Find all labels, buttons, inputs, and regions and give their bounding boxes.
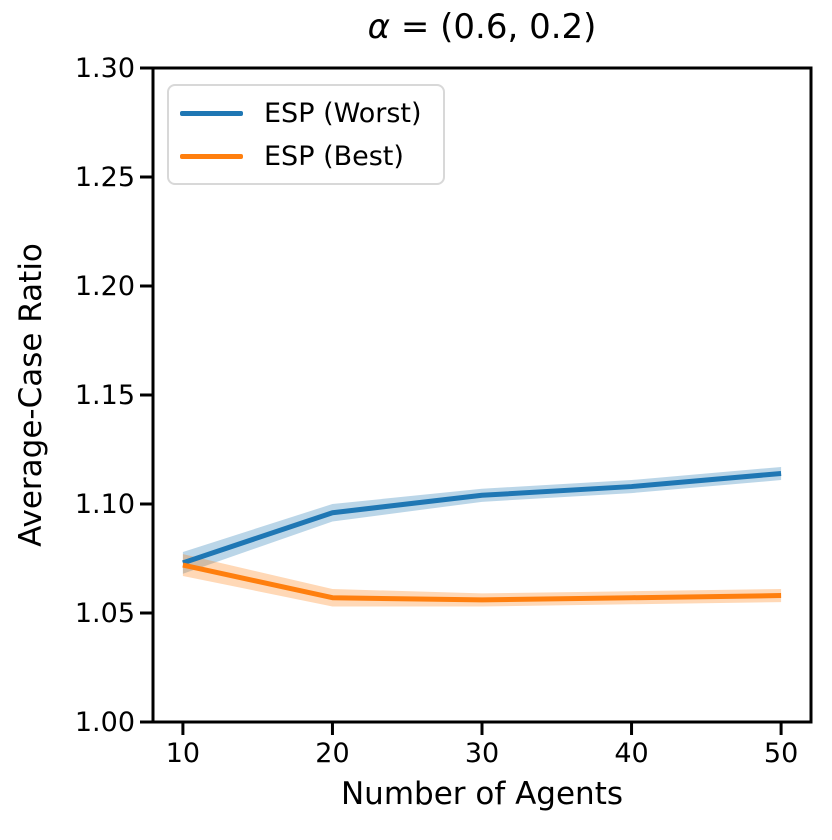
x-tick-label: 40	[614, 738, 648, 769]
y-tick-label: 1.30	[75, 53, 135, 84]
legend: ESP (Worst) ESP (Best)	[167, 84, 445, 185]
x-axis-label: Number of Agents	[340, 776, 624, 812]
legend-label-esp-worst: ESP (Worst)	[264, 97, 422, 129]
y-tick-label: 1.05	[75, 598, 135, 629]
y-tick-label: 1.20	[75, 271, 135, 302]
x-tick-label: 30	[465, 738, 499, 769]
y-tick-label: 1.25	[75, 162, 135, 193]
title-alpha: α	[367, 7, 391, 47]
y-tick-label: 1.00	[75, 707, 135, 738]
chart-title: α = (0.6, 0.2)	[368, 4, 597, 50]
x-tick-label: 20	[315, 738, 349, 769]
axes-spines	[151, 66, 813, 724]
x-tick-label: 10	[166, 738, 200, 769]
y-tick-label: 1.10	[75, 489, 135, 520]
series-line-1	[182, 562, 782, 603]
y-axis-label: Average-Case Ratio	[13, 243, 49, 547]
title-rest: = (0.6, 0.2)	[390, 7, 597, 47]
legend-item-esp-best: ESP (Best)	[180, 135, 429, 177]
legend-swatch-esp-worst	[180, 110, 243, 116]
legend-swatch-esp-best	[180, 153, 243, 159]
confidence-band-series-1	[182, 554, 782, 607]
x-tick-label: 50	[764, 738, 798, 769]
y-tick-label: 1.15	[75, 380, 135, 411]
series-line-0	[182, 470, 782, 566]
legend-label-esp-best: ESP (Best)	[264, 140, 404, 172]
legend-item-esp-worst: ESP (Worst)	[180, 92, 429, 134]
